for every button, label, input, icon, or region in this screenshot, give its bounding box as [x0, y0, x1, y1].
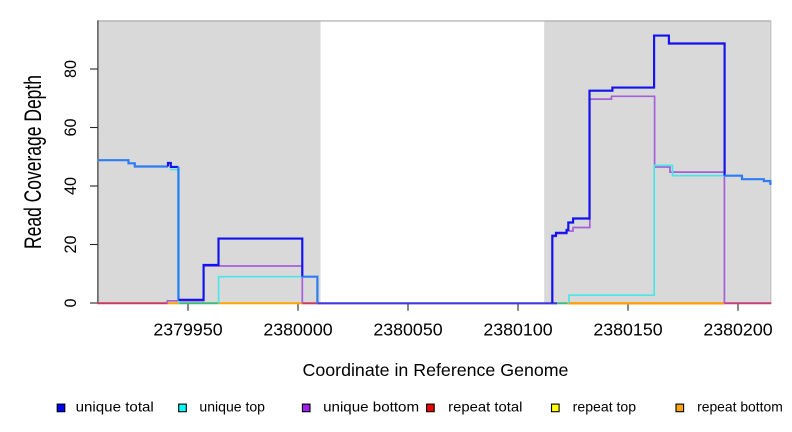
svg-text:unique top: unique top [199, 400, 265, 415]
svg-text:2379950: 2379950 [153, 320, 222, 340]
svg-text:60: 60 [62, 118, 80, 136]
svg-text:repeat top: repeat top [573, 400, 636, 415]
svg-text:2380200: 2380200 [703, 320, 772, 340]
svg-text:80: 80 [62, 60, 80, 78]
svg-text:repeat bottom: repeat bottom [697, 400, 783, 415]
svg-text:2380050: 2380050 [373, 320, 442, 340]
svg-text:20: 20 [62, 235, 80, 253]
svg-text:2380100: 2380100 [483, 320, 552, 340]
svg-text:unique bottom: unique bottom [323, 400, 419, 415]
svg-text:Coordinate in Reference Genome: Coordinate in Reference Genome [303, 360, 569, 380]
svg-text:2380000: 2380000 [263, 320, 332, 340]
svg-text:Read Coverage Depth: Read Coverage Depth [20, 75, 47, 249]
svg-text:unique total: unique total [76, 400, 154, 415]
svg-text:0: 0 [62, 298, 80, 307]
svg-text:40: 40 [62, 177, 80, 195]
svg-text:2380150: 2380150 [593, 320, 662, 340]
svg-text:repeat total: repeat total [448, 400, 522, 415]
